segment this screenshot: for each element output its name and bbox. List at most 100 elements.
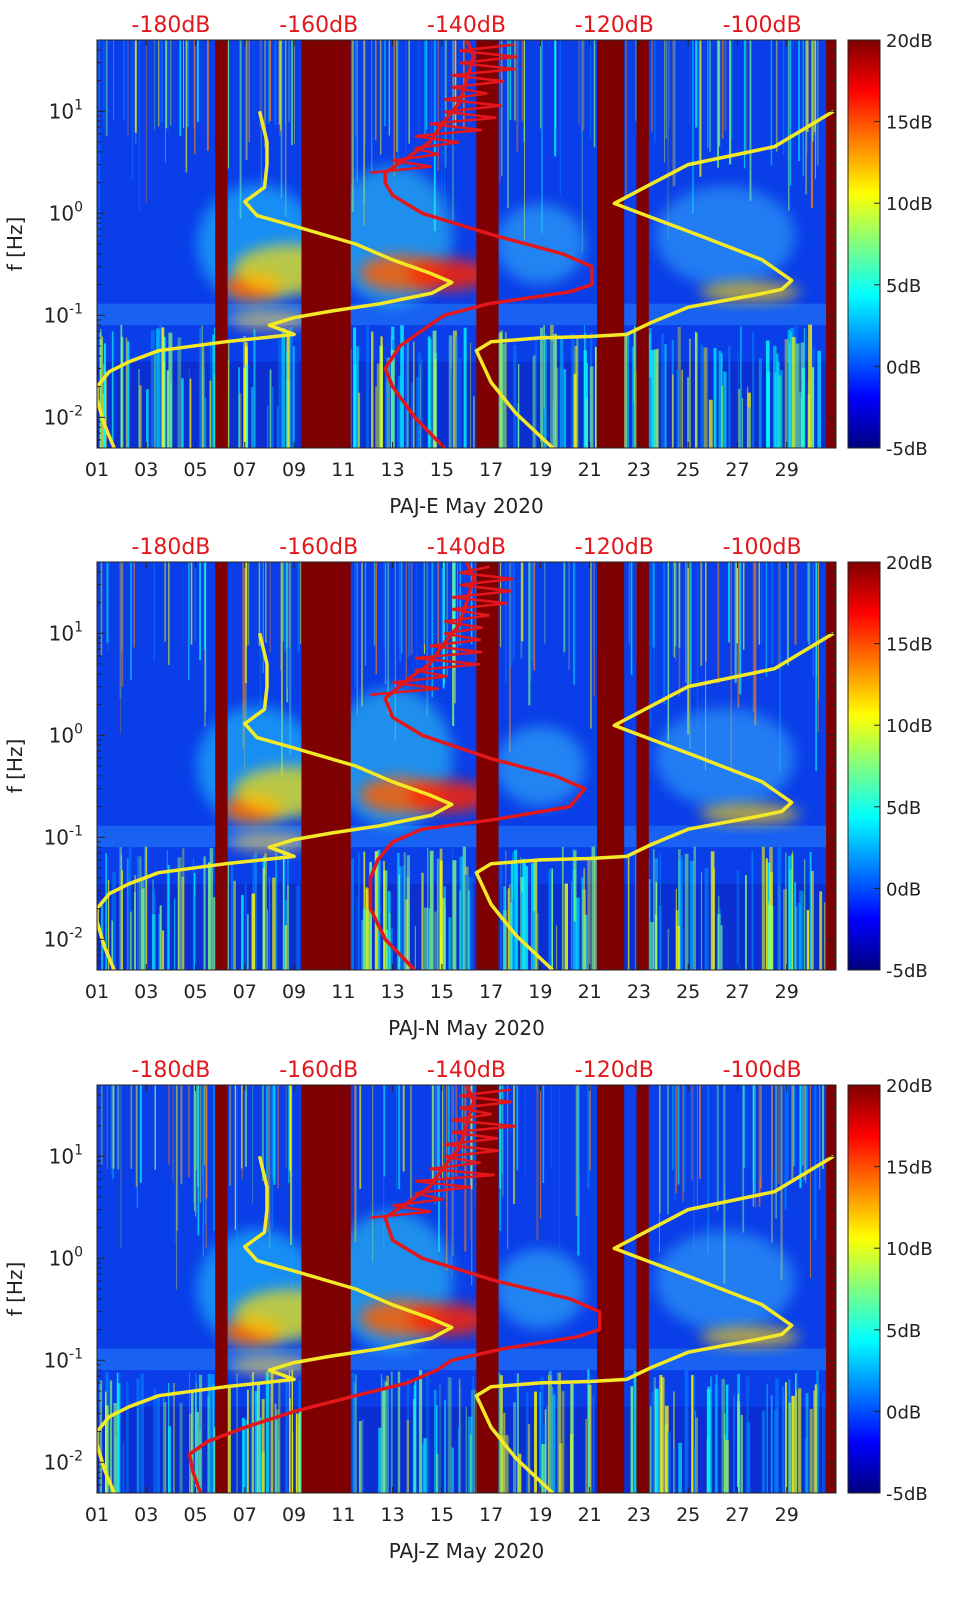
- x-tick-label: 19: [528, 459, 552, 481]
- x-tick-label: 07: [233, 981, 257, 1003]
- x-tick-label: 27: [725, 981, 749, 1003]
- data-gap: [301, 40, 351, 448]
- data-gap: [215, 1085, 228, 1493]
- x-tick-label: 23: [627, 459, 651, 481]
- x-tick-label: 27: [725, 1504, 749, 1526]
- data-gap: [636, 562, 649, 970]
- x-tick-label: 05: [183, 459, 207, 481]
- top-tick-label: -120dB: [575, 13, 654, 38]
- colorbar: [847, 561, 881, 971]
- x-tick-label: 09: [282, 1504, 306, 1526]
- x-tick-label: 01: [85, 981, 109, 1003]
- top-tick-label: -160dB: [279, 535, 358, 560]
- colorbar-tick-label: 15dB: [886, 113, 933, 134]
- x-tick-label: 23: [627, 981, 651, 1003]
- x-tick-label: 13: [381, 459, 405, 481]
- x-tick-label: 11: [331, 981, 355, 1003]
- yellow-line: [97, 632, 454, 970]
- top-tick-label: -140dB: [427, 13, 506, 38]
- top-tick-label: -120dB: [575, 535, 654, 560]
- top-tick-label: -100dB: [723, 1058, 802, 1083]
- colorbar-tick-label: 5dB: [886, 1321, 921, 1342]
- x-tick-label: 29: [775, 1504, 799, 1526]
- x-tick-label: 07: [233, 1504, 257, 1526]
- data-gap: [826, 562, 836, 970]
- x-tick-label: 27: [725, 459, 749, 481]
- y-tick-label: 10-2: [44, 1448, 83, 1474]
- colorbar-tick-label: 20dB: [886, 1076, 933, 1097]
- top-tick-label: -180dB: [131, 535, 210, 560]
- x-axis-label: PAJ-E May 2020: [389, 494, 543, 518]
- x-tick-label: 13: [381, 1504, 405, 1526]
- data-gap: [597, 40, 625, 448]
- data-gap: [597, 562, 625, 970]
- x-tick-label: 05: [183, 981, 207, 1003]
- x-tick-label: 03: [134, 1504, 158, 1526]
- y-tick-label: 100: [49, 1244, 83, 1270]
- x-axis-label: PAJ-N May 2020: [388, 1016, 545, 1040]
- red-line-noise: [370, 1088, 517, 1219]
- y-tick-label: 10-2: [44, 403, 83, 429]
- data-gap: [215, 40, 228, 448]
- x-tick-label: 13: [381, 981, 405, 1003]
- colorbar: [847, 39, 881, 449]
- red-line-noise: [370, 565, 514, 696]
- y-tick-label: 10-2: [44, 925, 83, 951]
- x-tick-label: 03: [134, 459, 158, 481]
- data-gap: [301, 1085, 351, 1493]
- y-axis-label: f [Hz]: [3, 739, 27, 794]
- spectrogram-image: [97, 40, 836, 448]
- y-axis-label: f [Hz]: [3, 217, 27, 272]
- x-axis-label: PAJ-Z May 2020: [389, 1539, 545, 1563]
- x-tick-label: 19: [528, 1504, 552, 1526]
- yellow-line: [474, 1154, 835, 1493]
- x-tick-label: 21: [578, 1504, 602, 1526]
- y-tick-label: 100: [49, 721, 83, 747]
- top-tick-label: -100dB: [723, 13, 802, 38]
- colorbar-tick-label: 5dB: [886, 798, 921, 819]
- x-tick-label: 07: [233, 459, 257, 481]
- yellow-line: [97, 110, 454, 448]
- colorbar: [847, 1084, 881, 1494]
- data-gap: [826, 40, 836, 448]
- x-tick-label: 25: [676, 1504, 700, 1526]
- x-tick-label: 15: [430, 1504, 454, 1526]
- colorbar-tick-label: 20dB: [886, 31, 933, 52]
- colorbar-tick-label: 5dB: [886, 276, 921, 297]
- panel-paj-e: 01 03 05 07 09 11 13 15 17 19 21 23 25 27 29 PAJ-E May …: [3, 13, 933, 518]
- x-tick-label: 25: [676, 459, 700, 481]
- data-gap: [301, 562, 351, 970]
- y-tick-label: 10-1: [44, 823, 83, 849]
- colorbar-tick-label: 0dB: [886, 879, 921, 900]
- yellow-line: [97, 1155, 454, 1493]
- colorbar-tick-label: -5dB: [886, 1484, 928, 1505]
- panel-paj-n: 01 03 05 07 09 11 13 15 17 19 21 23 25 27 29 PAJ-N May …: [3, 535, 933, 1040]
- x-tick-label: 17: [479, 1504, 503, 1526]
- y-tick-label: 10-1: [44, 301, 83, 327]
- colorbar-tick-label: 15dB: [886, 635, 933, 656]
- x-tick-label: 11: [331, 459, 355, 481]
- data-gap: [597, 1085, 625, 1493]
- top-tick-label: -180dB: [131, 13, 210, 38]
- x-tick-label: 23: [627, 1504, 651, 1526]
- top-tick-label: -160dB: [279, 1058, 358, 1083]
- top-tick-label: -100dB: [723, 535, 802, 560]
- data-gap: [215, 562, 228, 970]
- y-tick-label: 10-1: [44, 1346, 83, 1372]
- y-tick-label: 100: [49, 199, 83, 225]
- data-gap: [636, 40, 649, 448]
- spectrogram-image: [97, 562, 836, 970]
- x-tick-label: 03: [134, 981, 158, 1003]
- x-tick-label: 29: [775, 459, 799, 481]
- red-line: [383, 40, 594, 448]
- y-tick-label: 101: [49, 1142, 83, 1168]
- x-tick-label: 09: [282, 981, 306, 1003]
- y-tick-label: 101: [49, 619, 83, 645]
- x-tick-label: 11: [331, 1504, 355, 1526]
- x-tick-label: 15: [430, 981, 454, 1003]
- data-gap: [826, 1085, 836, 1493]
- top-tick-label: -180dB: [131, 1058, 210, 1083]
- x-tick-label: 17: [479, 981, 503, 1003]
- x-tick-label: 01: [85, 1504, 109, 1526]
- top-tick-label: -160dB: [279, 13, 358, 38]
